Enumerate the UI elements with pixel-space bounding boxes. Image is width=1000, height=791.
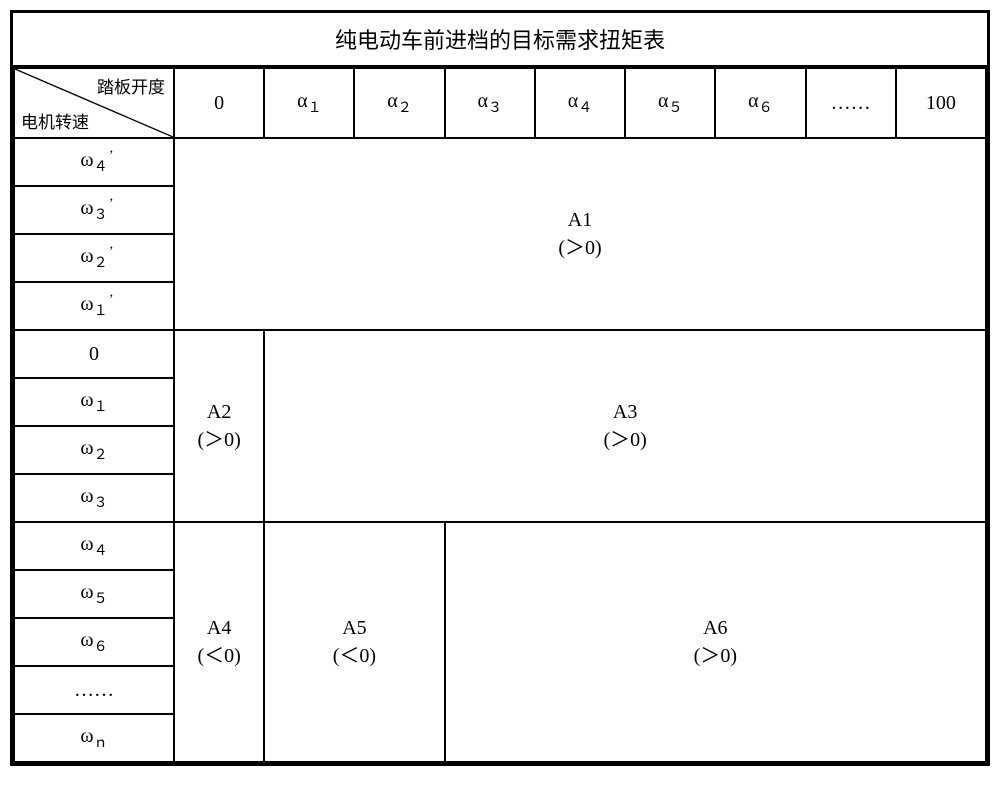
row-header: 0 (14, 330, 174, 378)
table-body: 踏板开度 电机转速 0 α１ α２ α３ α４ α５ α６ …… 100 ω４,… (13, 67, 987, 763)
col-header: …… (806, 68, 896, 138)
col-header: α１ (264, 68, 354, 138)
region-sign: (＞0) (446, 642, 985, 670)
region-sign: (＜0) (175, 642, 263, 670)
col-header: 0 (174, 68, 264, 138)
region-a6: A6 (＞0) (445, 522, 986, 762)
row-header: ω４, (14, 138, 174, 186)
torque-table: 纯电动车前进档的目标需求扭矩表 踏板开度 电机转速 0 α１ α２ α３ α４ … (10, 10, 990, 766)
row-header: ω５ (14, 570, 174, 618)
corner-top-label: 踏板开度 (97, 73, 165, 98)
region-sign: (＜0) (265, 642, 443, 670)
region-a4: A4 (＜0) (174, 522, 264, 762)
row-header: ω３, (14, 186, 174, 234)
region-a3: A3 (＞0) (264, 330, 986, 522)
row-header: ω２ (14, 426, 174, 474)
row-header: ω３ (14, 474, 174, 522)
row-header: ω１, (14, 282, 174, 330)
col-header: α３ (445, 68, 535, 138)
row-header: ω１ (14, 378, 174, 426)
region-sign: (＞0) (265, 426, 985, 454)
row-header: ω４ (14, 522, 174, 570)
corner-bottom-label: 电机转速 (21, 108, 89, 133)
table-title: 纯电动车前进档的目标需求扭矩表 (13, 13, 987, 67)
region-sign: (＞0) (175, 426, 263, 454)
col-header: α５ (625, 68, 715, 138)
col-header: α４ (535, 68, 625, 138)
row-header: ωｎ (14, 714, 174, 762)
region-label: A1 (175, 206, 985, 234)
col-header: α６ (715, 68, 805, 138)
table-row: ω４ A4 (＜0) A5 (＜0) A6 (＞0) (14, 522, 986, 570)
region-a2: A2 (＞0) (174, 330, 264, 522)
region-label: A4 (175, 614, 263, 642)
corner-cell: 踏板开度 电机转速 (14, 68, 174, 138)
row-header: ω２, (14, 234, 174, 282)
region-label: A2 (175, 398, 263, 426)
table-row: ω４, A1 (＞0) (14, 138, 986, 186)
region-label: A3 (265, 398, 985, 426)
region-label: A5 (265, 614, 443, 642)
row-header: ω６ (14, 618, 174, 666)
col-header: 100 (896, 68, 986, 138)
region-a5: A5 (＜0) (264, 522, 444, 762)
region-label: A6 (446, 614, 985, 642)
region-a1: A1 (＞0) (174, 138, 986, 330)
row-header: …… (14, 666, 174, 714)
table-row: 0 A2 (＞0) A3 (＞0) (14, 330, 986, 378)
header-row: 踏板开度 电机转速 0 α１ α２ α３ α４ α５ α６ …… 100 (14, 68, 986, 138)
region-sign: (＞0) (175, 234, 985, 262)
col-header: α２ (354, 68, 444, 138)
